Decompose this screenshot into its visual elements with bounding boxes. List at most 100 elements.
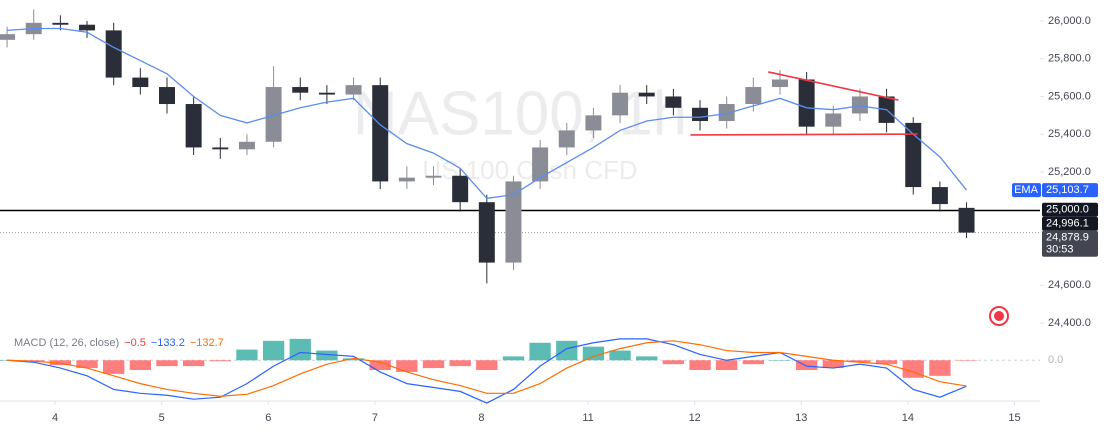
price-badge — [1042, 183, 1098, 198]
x-tick-label: 6 — [265, 412, 271, 424]
macd-histogram-bar — [342, 358, 365, 361]
y-tick-label: 24,400.0 — [1048, 317, 1091, 329]
flag-icon-dot — [994, 311, 1004, 321]
candle-body — [452, 175, 469, 203]
candle-body — [292, 87, 309, 93]
badge-tag-label: EMA — [1014, 184, 1039, 196]
macd-histogram-bar — [422, 360, 445, 369]
trendline — [768, 71, 899, 101]
price-badge-sublabel: 30:53 — [1046, 244, 1074, 256]
macd-histogram-bar — [289, 338, 311, 361]
candle-body — [612, 92, 629, 116]
price-badge — [1042, 216, 1098, 231]
macd-histogram-bar — [742, 360, 764, 365]
macd-histogram-bar — [156, 360, 178, 367]
candle-body — [345, 85, 362, 95]
candle-body — [585, 115, 602, 131]
candle-body — [212, 147, 229, 150]
macd-histogram-bar — [502, 356, 525, 361]
candle-body — [692, 107, 709, 122]
candle-body — [745, 87, 762, 105]
x-tick-label: 14 — [902, 412, 914, 424]
badge-tag — [1012, 183, 1041, 198]
macd-histogram-bar — [262, 340, 285, 361]
candle-body — [398, 177, 415, 182]
macd-line — [7, 338, 967, 404]
candle-body — [771, 79, 788, 88]
candle-body — [718, 104, 735, 122]
macd-histogram-bar — [769, 360, 791, 361]
macd-tick-label: 0.0 — [1048, 354, 1063, 366]
candle-body — [0, 34, 16, 40]
macd-histogram-bar — [76, 360, 98, 369]
candle-body — [532, 147, 549, 182]
macd-histogram-bar — [875, 360, 898, 365]
candle-body — [638, 92, 655, 97]
macd-legend-title: MACD (12, 26, close) — [14, 337, 119, 349]
macd-legend-value: −0.5 — [124, 337, 146, 349]
candle-body — [52, 22, 69, 25]
y-tick-label: 25,800.0 — [1048, 53, 1091, 65]
candle-body — [105, 30, 122, 78]
macd-histogram-bar — [103, 360, 125, 374]
macd-histogram-bar — [316, 350, 338, 361]
macd-histogram-bar — [662, 360, 685, 365]
macd-histogram-bar — [609, 350, 631, 361]
macd-histogram-bar — [236, 349, 258, 361]
candle-body — [905, 122, 922, 188]
macd-histogram-bar — [636, 356, 658, 361]
macd-legend-value: −132.7 — [190, 337, 224, 349]
candle-body — [185, 104, 202, 148]
candle-body — [318, 92, 335, 95]
candle-body — [425, 175, 442, 178]
macd-line — [7, 340, 967, 397]
y-tick-label: 25,200.0 — [1048, 166, 1091, 178]
x-tick-label: 5 — [159, 412, 165, 424]
candle-body — [931, 187, 948, 205]
candle-body — [372, 85, 389, 182]
macd-histogram-bar — [449, 360, 471, 367]
x-tick-label: 13 — [795, 412, 807, 424]
macd-histogram-bar — [955, 360, 978, 361]
candle-body — [558, 130, 575, 148]
y-tick-label: 24,600.0 — [1048, 279, 1091, 291]
macd-histogram-bar — [529, 342, 551, 361]
macd-legend: MACD (12, 26, close) −0.5 −133.2 −132.7 — [14, 337, 224, 349]
candle-body — [158, 87, 175, 105]
price-badge — [1042, 230, 1098, 257]
macd-histogram-bar — [476, 360, 498, 370]
candle-body — [478, 202, 495, 263]
x-tick-label: 15 — [1008, 412, 1020, 424]
macd-histogram-bar — [582, 346, 605, 361]
candle-body — [238, 141, 255, 150]
macd-histogram-bar — [369, 360, 391, 370]
macd-histogram-bar — [129, 360, 151, 370]
x-tick-label: 7 — [372, 412, 378, 424]
macd-histogram-bar — [716, 360, 738, 370]
macd-histogram-bar — [556, 340, 578, 361]
candle-body — [505, 181, 522, 263]
macd-histogram-bar — [182, 360, 205, 367]
y-tick-label: 25,600.0 — [1048, 90, 1091, 102]
macd-histogram-bar — [209, 360, 231, 362]
macd-histogram-bar — [849, 360, 871, 363]
x-tick-label: 12 — [689, 412, 701, 424]
price-badge-label: 25,103.7 — [1046, 184, 1089, 196]
y-tick-label: 25,400.0 — [1048, 128, 1091, 140]
macd-legend-value: −133.2 — [151, 337, 185, 349]
macd-histogram-bar — [822, 360, 844, 369]
watermark-title: NAS100, 1h — [353, 79, 687, 148]
macd-histogram-bar — [929, 360, 951, 376]
candle-body — [79, 24, 96, 31]
candle-body — [132, 77, 149, 88]
price-badge — [1042, 202, 1098, 217]
y-tick-label: 26,000.0 — [1048, 15, 1091, 27]
candle-body — [265, 87, 282, 142]
price-badge-label: 25,000.0 — [1046, 204, 1089, 216]
x-tick-label: 11 — [582, 412, 593, 424]
candle-body — [958, 207, 975, 233]
ema-line — [7, 27, 968, 200]
x-tick-label: 8 — [478, 412, 484, 424]
candle-body — [851, 96, 868, 114]
